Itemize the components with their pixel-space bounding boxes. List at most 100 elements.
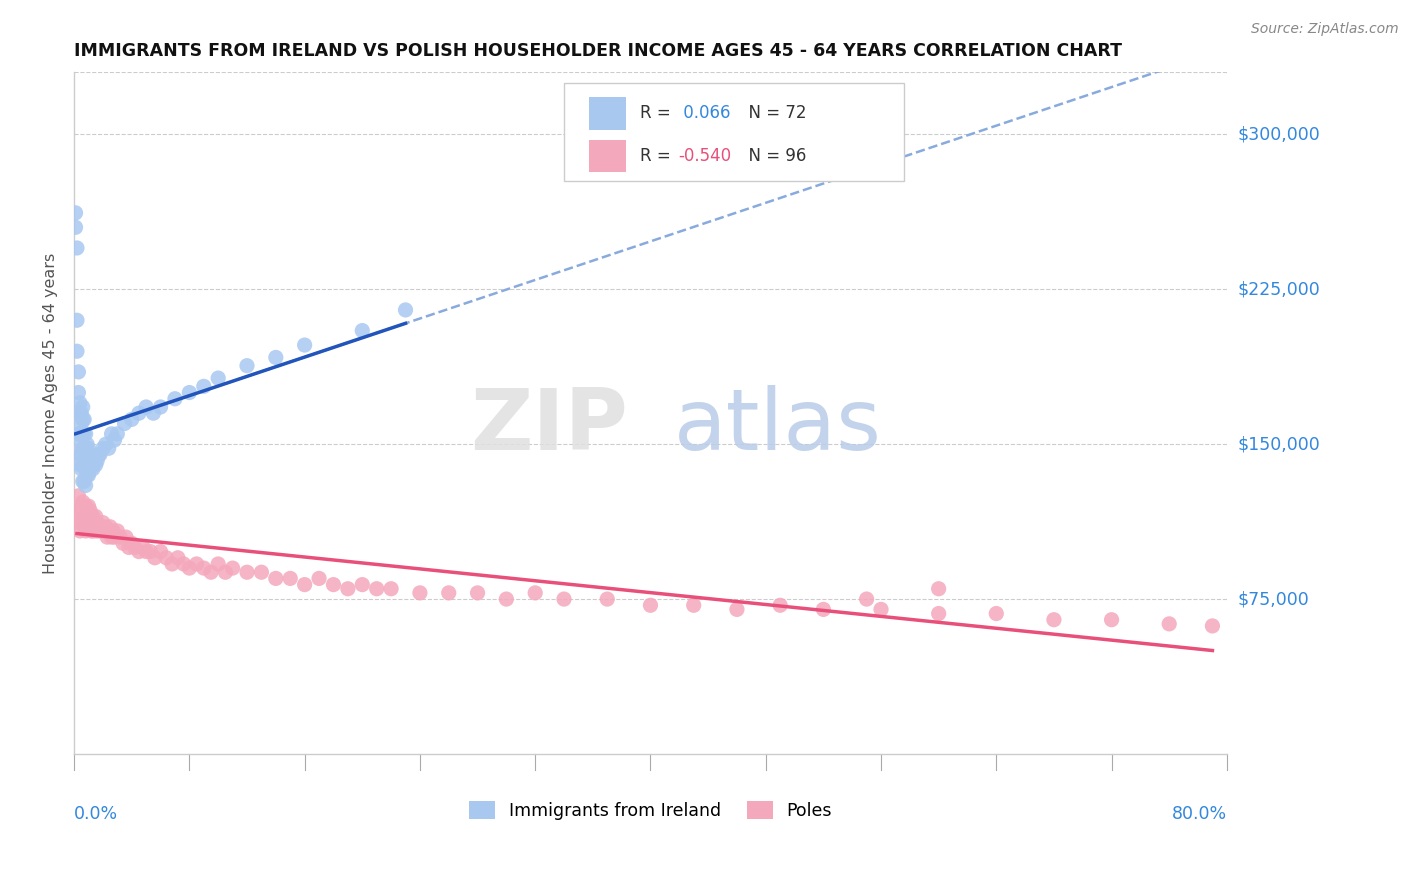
Point: [207, 371, 229, 385]
Point: [66, 503, 89, 517]
Point: [682, 599, 704, 613]
Text: 80.0%: 80.0%: [1171, 805, 1227, 823]
Text: Source: ZipAtlas.com: Source: ZipAtlas.com: [1251, 22, 1399, 37]
Point: [870, 602, 893, 616]
Text: N = 96: N = 96: [738, 147, 807, 165]
Point: [79, 520, 101, 534]
Point: [97, 524, 120, 538]
Point: [179, 561, 201, 575]
Point: [135, 544, 157, 558]
Point: [77, 442, 100, 456]
Point: [928, 607, 950, 621]
Point: [75, 462, 97, 476]
Point: [82, 509, 104, 524]
Point: [65, 220, 87, 235]
Point: [69, 503, 91, 517]
Point: [813, 602, 835, 616]
Text: $225,000: $225,000: [1237, 280, 1320, 298]
Point: [89, 520, 111, 534]
Point: [84, 509, 107, 524]
Point: [94, 520, 117, 534]
Point: [70, 499, 93, 513]
Point: [352, 577, 374, 591]
Point: [75, 524, 97, 538]
Point: [77, 448, 100, 462]
Point: [352, 324, 374, 338]
Point: [76, 458, 98, 472]
Point: [82, 524, 104, 538]
Point: [69, 406, 91, 420]
Point: [100, 426, 122, 441]
Point: [221, 561, 243, 575]
Point: [105, 426, 128, 441]
Point: [73, 475, 96, 489]
Point: [409, 586, 432, 600]
Point: [128, 544, 150, 558]
Point: [70, 516, 93, 530]
Point: [118, 541, 141, 555]
Point: [76, 520, 98, 534]
Point: [80, 509, 103, 524]
Point: [72, 458, 94, 472]
Point: [855, 592, 877, 607]
Point: [103, 433, 125, 447]
Point: [93, 524, 115, 538]
Point: [155, 550, 177, 565]
Point: [236, 566, 259, 580]
Point: [308, 571, 330, 585]
Point: [84, 524, 107, 538]
Point: [80, 524, 103, 538]
Point: [193, 379, 215, 393]
Point: [69, 426, 91, 441]
Text: IMMIGRANTS FROM IRELAND VS POLISH HOUSEHOLDER INCOME AGES 45 - 64 YEARS CORRELAT: IMMIGRANTS FROM IRELAND VS POLISH HOUSEH…: [75, 42, 1122, 60]
FancyBboxPatch shape: [564, 83, 904, 181]
Point: [75, 426, 97, 441]
Point: [366, 582, 388, 596]
Point: [67, 489, 90, 503]
Point: [73, 520, 96, 534]
Point: [264, 571, 287, 585]
Point: [214, 566, 236, 580]
Point: [139, 544, 162, 558]
Point: [87, 448, 110, 462]
Point: [70, 437, 93, 451]
Point: [76, 503, 98, 517]
Point: [70, 462, 93, 476]
Point: [76, 437, 98, 451]
Text: N = 72: N = 72: [738, 104, 807, 122]
Point: [77, 516, 100, 530]
Point: [1101, 613, 1123, 627]
Point: [83, 453, 105, 467]
Point: [70, 406, 93, 420]
Point: [1159, 616, 1181, 631]
Point: [121, 536, 143, 550]
Text: 0.066: 0.066: [678, 104, 731, 122]
Point: [75, 442, 97, 456]
Point: [66, 344, 89, 359]
Point: [112, 536, 135, 550]
Point: [467, 586, 489, 600]
Point: [90, 524, 112, 538]
Point: [98, 520, 121, 534]
Point: [89, 448, 111, 462]
Point: [70, 417, 93, 431]
Point: [986, 607, 1008, 621]
Point: [250, 566, 273, 580]
Point: [69, 458, 91, 472]
Point: [67, 516, 90, 530]
Text: $75,000: $75,000: [1237, 591, 1310, 608]
Point: [166, 550, 188, 565]
Point: [72, 412, 94, 426]
Point: [725, 602, 748, 616]
Point: [79, 462, 101, 476]
Point: [135, 400, 157, 414]
Point: [596, 592, 619, 607]
Point: [394, 302, 416, 317]
Point: [76, 448, 98, 462]
Point: [186, 557, 208, 571]
Bar: [589, 139, 626, 172]
Point: [72, 509, 94, 524]
Point: [495, 592, 517, 607]
Point: [132, 541, 155, 555]
Point: [66, 241, 89, 255]
